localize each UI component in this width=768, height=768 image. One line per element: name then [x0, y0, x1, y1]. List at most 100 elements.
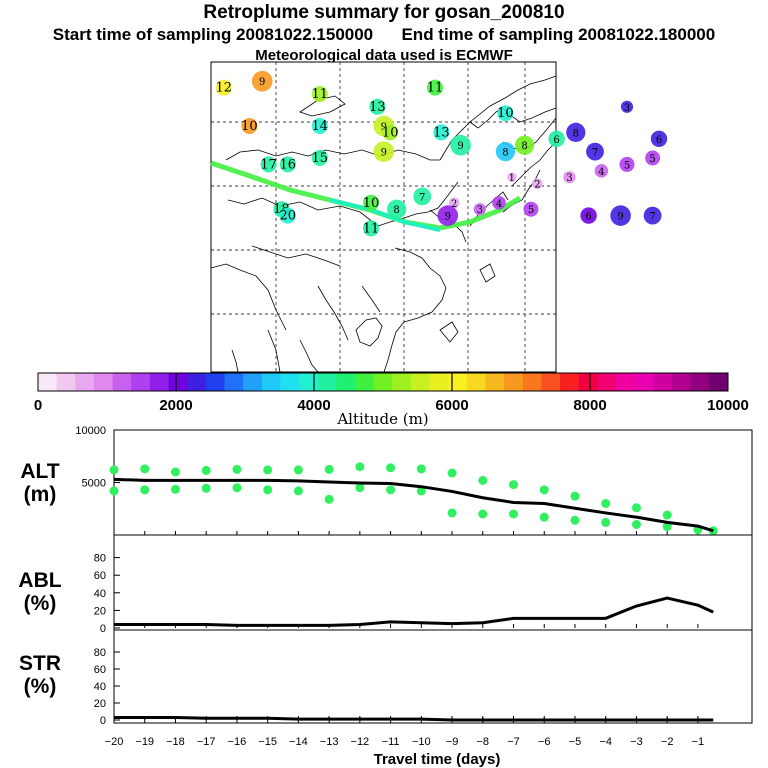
- colorbar-cell: [392, 373, 412, 391]
- chart-title: Retroplume summary for gosan_200810: [203, 2, 565, 23]
- alt-scatter-point: [293, 486, 303, 496]
- plume-day-label: 8: [573, 128, 579, 139]
- plume-dot: [532, 178, 543, 190]
- plume-dot: [507, 172, 517, 182]
- plume-day-label: 3: [477, 205, 483, 216]
- y-tick-label: 5000: [82, 478, 106, 490]
- alt-scatter-point: [509, 480, 519, 490]
- alt-scatter-point: [416, 464, 426, 474]
- plume-day-label: 8: [502, 148, 508, 159]
- plume-day-label: 6: [553, 135, 559, 146]
- y-tick-label: 20: [94, 605, 106, 617]
- plume-dot: [619, 156, 635, 172]
- x-tick-label: −16: [228, 736, 247, 748]
- plume-dot: [215, 79, 232, 96]
- colorbar-cell: [541, 373, 561, 391]
- alt-scatter-point: [631, 520, 641, 529]
- plume-dot: [382, 124, 399, 141]
- alt-scatter-point: [170, 467, 180, 477]
- x-tick-label: −7: [507, 736, 520, 748]
- colorbar-cell: [336, 373, 356, 391]
- plume-day-label: 20: [280, 209, 297, 224]
- x-tick-label: −18: [166, 736, 185, 748]
- x-tick-label: −12: [351, 736, 370, 748]
- plume-dot: [594, 164, 609, 178]
- colorbar-tick-label: 10000: [707, 397, 749, 414]
- colorbar-cell: [261, 373, 281, 391]
- colorbar-cell: [634, 373, 654, 391]
- plume-dot: [523, 201, 539, 217]
- plume-dot: [450, 134, 471, 156]
- colorbar-cell: [410, 373, 431, 391]
- plume-dot: [473, 203, 486, 216]
- y-tick-label: 0: [100, 623, 106, 635]
- x-tick-label: −4: [599, 736, 612, 748]
- plume-day-label: 1: [509, 173, 515, 184]
- plume-day-label: 10: [363, 196, 380, 211]
- plume-day-label: 13: [369, 100, 386, 115]
- plume-day-label: 9: [617, 212, 623, 223]
- alt-scatter-point: [140, 464, 150, 474]
- colorbar-cell: [224, 373, 244, 391]
- alt-scatter-point: [478, 475, 488, 485]
- plume-day-label: 12: [216, 81, 233, 96]
- sampling-times: Start time of sampling 20081022.150000 E…: [52, 25, 716, 44]
- y-tick-label: 20: [94, 698, 106, 710]
- colorbar-tick-label: 4000: [297, 397, 330, 414]
- plume-day-label: 3: [566, 173, 572, 184]
- map-gridlines: [211, 62, 556, 372]
- plume-day-label: 9: [457, 141, 463, 152]
- colorbar-cell: [56, 373, 76, 391]
- alt-scatter-point: [201, 465, 211, 475]
- plume-dot: [413, 187, 432, 206]
- colorbar-cell: [243, 373, 263, 391]
- alt-scatter-point: [109, 486, 119, 496]
- y-tick-label: 60: [94, 570, 106, 582]
- plume-dot: [279, 207, 296, 224]
- colorbar-tick-label: 8000: [573, 397, 606, 414]
- plume-day-label: 4: [598, 167, 604, 178]
- altitude-colorbar: 0 2000 4000 6000 8000 10000 Altitude (m): [34, 372, 749, 428]
- str-series-line: [114, 715, 714, 722]
- abl-series-line: [114, 596, 714, 627]
- colorbar-cell: [373, 373, 393, 391]
- alt-scatter-point: [263, 465, 273, 475]
- plume-dot: [515, 135, 535, 155]
- plume-dot: [650, 130, 668, 147]
- colorbar-cell: [131, 373, 151, 391]
- colorbar-cell: [448, 373, 468, 391]
- alt-scatter-point: [386, 485, 396, 495]
- colorbar-cell: [709, 373, 729, 391]
- alt-scatter-point: [570, 515, 580, 525]
- panel-str: 0 20 40 60 80: [94, 629, 753, 727]
- plume-day-label: 13: [433, 125, 450, 140]
- colorbar-tick-label: 6000: [435, 397, 468, 414]
- colorbar-cell: [149, 373, 170, 391]
- plume-dot: [279, 156, 296, 173]
- x-tick-label: −6: [538, 736, 551, 748]
- x-tick-label: −17: [197, 736, 216, 748]
- plume-day-label: 5: [624, 160, 630, 171]
- str-label: STR: [19, 652, 61, 675]
- x-tick-label: −15: [258, 736, 277, 748]
- alt-scatter-point: [386, 463, 396, 473]
- plume-day-label: 9: [381, 122, 387, 133]
- plume-dot: [373, 141, 395, 162]
- x-tick-label: −3: [630, 736, 643, 748]
- y-tick-label: 60: [94, 664, 106, 676]
- plume-dot: [433, 124, 450, 141]
- plume-dot: [548, 130, 565, 147]
- plume-dot: [387, 199, 407, 219]
- plume-dot: [563, 171, 576, 184]
- colorbar-cell: [112, 373, 132, 391]
- alt-scatter-point: [263, 485, 273, 495]
- alt-scatter-point: [324, 464, 334, 474]
- plume-dot: [363, 194, 379, 211]
- colorbar-cell: [466, 373, 487, 391]
- plume-day-label: 11: [312, 87, 329, 102]
- panel-alt: 5000 10000: [75, 425, 753, 536]
- alt-scatter-point: [509, 509, 519, 519]
- plume-day-label: 10: [497, 106, 514, 121]
- plume-dot: [437, 205, 459, 226]
